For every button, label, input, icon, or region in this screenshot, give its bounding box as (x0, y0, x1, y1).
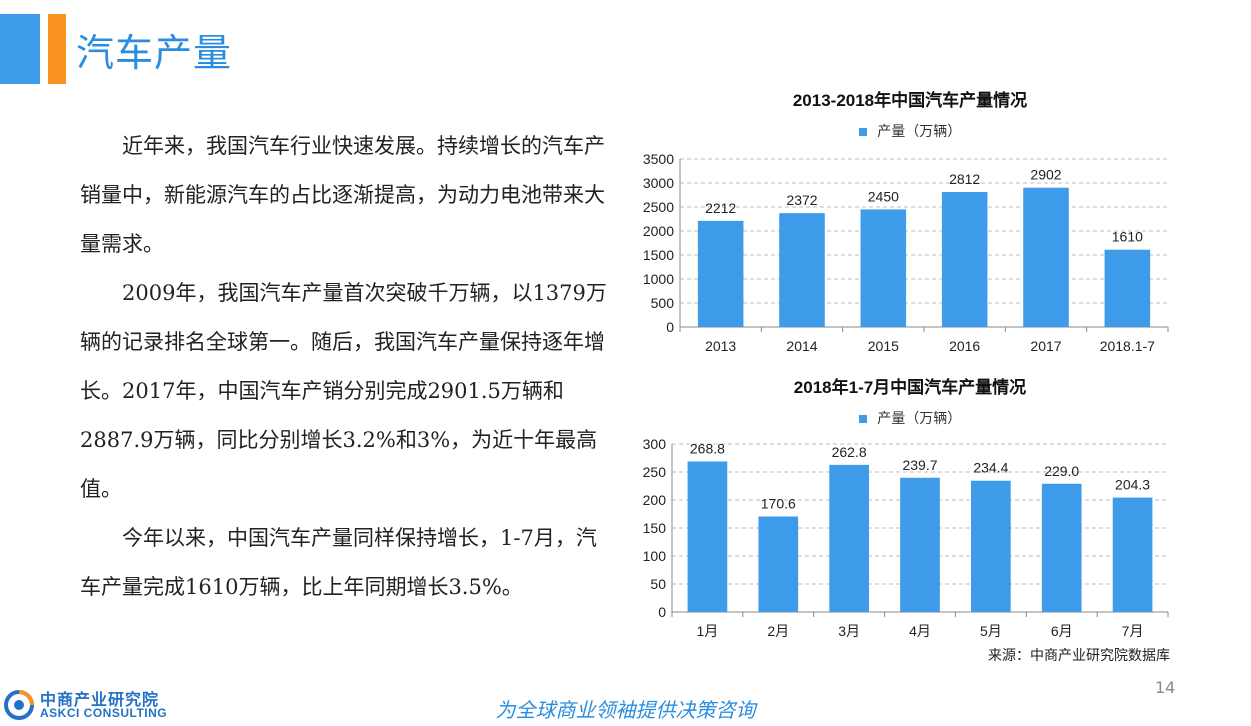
legend-swatch (858, 415, 867, 423)
data-source: 来源：中商产业研究院数据库 (988, 648, 1170, 664)
chart-plot: 0 50 100 150 200 250 300 268.8 1月 170.6 2月 262.8 3月 2… (643, 436, 1169, 639)
x-tick-label: 2018.1-7 (1100, 338, 1155, 354)
y-tick-label: 3000 (643, 175, 674, 191)
y-tick-label: 1500 (643, 247, 674, 263)
data-label: 2812 (949, 171, 980, 187)
data-label: 170.6 (761, 495, 796, 511)
y-tick-label: 1000 (643, 271, 674, 287)
x-tick-label: 2013 (705, 338, 736, 354)
y-tick-label: 300 (643, 436, 667, 452)
y-tick-label: 3500 (643, 151, 674, 167)
title-accent-orange (48, 14, 66, 84)
data-label: 2450 (868, 188, 899, 204)
data-label: 1610 (1112, 229, 1143, 245)
y-tick-label: 500 (651, 295, 675, 311)
title-accent-blue (0, 14, 40, 84)
page-title: 汽车产量 (76, 31, 233, 75)
x-tick-label: 2014 (786, 338, 817, 354)
y-tick-label: 50 (650, 576, 666, 592)
bar (697, 220, 744, 327)
legend-label: 产量（万辆） (877, 124, 962, 140)
bar (1023, 187, 1069, 327)
paragraph-2: 2009年，我国汽车产量首次突破千万辆，以1379万辆的记录排名全球第一。随后，… (80, 281, 607, 501)
x-tick-label: 5月 (980, 623, 1002, 639)
x-tick-label: 7月 (1122, 623, 1144, 639)
logo-text-cn: 中商产业研究院 (40, 690, 160, 709)
data-label: 204.3 (1115, 477, 1150, 493)
data-label: 2372 (786, 192, 817, 208)
bar (779, 213, 825, 327)
bar (1112, 497, 1153, 612)
data-label: 234.4 (973, 460, 1008, 476)
x-tick-label: 2017 (1030, 338, 1061, 354)
body-text: 近年来，我国汽车行业快速发展。持续增长的汽车产销量中，新能源汽车的占比逐渐提高，… (80, 122, 610, 612)
company-logo: 中商产业研究院 ASKCI CONSULTING (4, 686, 204, 722)
chart-annual-production: 2013-2018年中国汽车产量情况 产量（万辆） 0 500 1000 1500 20… (620, 86, 1200, 365)
x-tick-label: 2月 (767, 623, 789, 639)
chart-title: 2013-2018年中国汽车产量情况 (792, 91, 1028, 110)
bar (829, 464, 869, 612)
data-label: 268.8 (690, 440, 725, 456)
footer-slogan: 为全球商业领袖提供决策咨询 (495, 698, 756, 722)
bar (860, 209, 907, 327)
bar (900, 477, 940, 612)
chart-legend: 产量（万辆） (620, 121, 1200, 141)
y-tick-label: 0 (658, 604, 666, 620)
data-label: 239.7 (902, 457, 937, 473)
chart-legend: 产量（万辆） (620, 408, 1200, 428)
chart-monthly-production: 2018年1-7月中国汽车产量情况 产量（万辆） 0 50 100 150 200 250… (620, 373, 1200, 650)
data-label: 2212 (705, 200, 736, 216)
paragraph-3: 今年以来，中国汽车产量同样保持增长，1-7月，汽车产量完成1610万辆，比上年同… (80, 526, 597, 599)
data-label: 262.8 (832, 444, 867, 460)
bar (971, 480, 1011, 612)
y-tick-label: 250 (643, 464, 667, 480)
paragraph-1: 近年来，我国汽车行业快速发展。持续增长的汽车产销量中，新能源汽车的占比逐渐提高，… (80, 134, 605, 256)
bar (1041, 483, 1082, 612)
x-tick-label: 3月 (838, 623, 860, 639)
y-tick-label: 2500 (643, 199, 674, 215)
y-tick-label: 200 (643, 492, 667, 508)
y-tick-label: 0 (666, 319, 674, 335)
y-tick-label: 2000 (643, 223, 674, 239)
bar (1104, 249, 1151, 327)
bar (687, 461, 728, 612)
page-number: 14 (1155, 678, 1176, 697)
chart-title: 2018年1-7月中国汽车产量情况 (793, 378, 1027, 397)
x-tick-label: 2015 (868, 338, 899, 354)
legend-swatch (858, 128, 867, 136)
chart-plot: 0 500 1000 1500 2000 2500 3000 3500 2212 2013 2372… (643, 151, 1169, 354)
bar (758, 516, 799, 612)
logo-text-en: ASKCI CONSULTING (40, 706, 168, 720)
y-tick-label: 100 (643, 548, 667, 564)
legend-label: 产量（万辆） (877, 411, 962, 427)
x-tick-label: 6月 (1051, 623, 1073, 639)
data-label: 2902 (1030, 167, 1061, 183)
x-tick-label: 2016 (949, 338, 980, 354)
x-tick-label: 4月 (909, 623, 931, 639)
logo-icon (4, 690, 34, 720)
data-label: 229.0 (1044, 463, 1079, 479)
y-tick-label: 150 (643, 520, 667, 536)
x-tick-label: 1月 (697, 623, 719, 639)
bar (941, 192, 988, 327)
